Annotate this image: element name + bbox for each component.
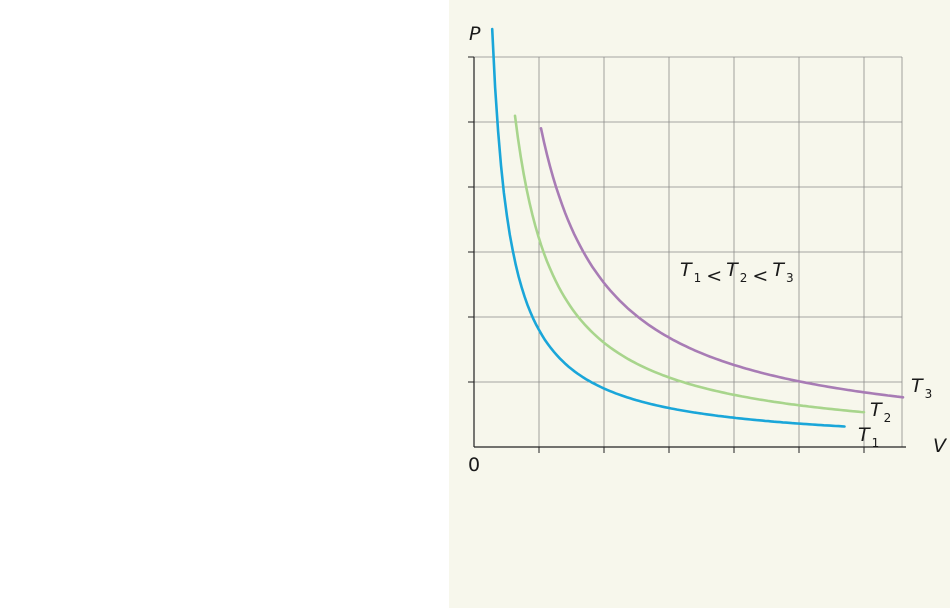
isotherm-curve-t3 — [539, 127, 905, 399]
grid — [474, 56, 903, 447]
isotherm-curve-t1 — [490, 27, 846, 428]
axes — [468, 56, 906, 453]
origin-label: 0 — [468, 454, 480, 476]
x-axis-label: V — [933, 435, 948, 457]
isotherm-chart: P V 0 T 1 < T 2 < T 3 T 1T 2 T 3 — [468, 23, 948, 476]
temperature-relation-annotation: T 1 < T 2 < T 3 — [680, 259, 794, 287]
y-axis-label: P — [469, 23, 481, 45]
isotherm-curves — [490, 27, 905, 428]
series-labels: T 1T 2 T 3 — [858, 375, 932, 450]
isotherm-curve-t2 — [513, 114, 866, 414]
